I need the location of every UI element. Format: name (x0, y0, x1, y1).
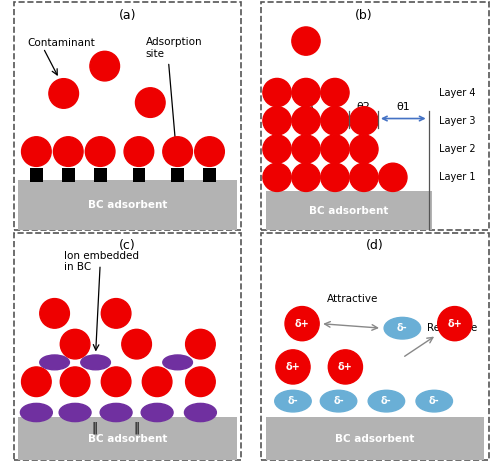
Circle shape (321, 79, 349, 106)
Circle shape (263, 135, 291, 163)
Ellipse shape (416, 390, 453, 412)
Circle shape (60, 329, 90, 359)
Text: δ-: δ- (429, 396, 440, 406)
Circle shape (292, 106, 320, 135)
Text: δ-: δ- (381, 396, 392, 406)
Circle shape (86, 137, 115, 166)
Ellipse shape (141, 404, 173, 422)
Bar (266, 192, 432, 230)
Circle shape (328, 350, 362, 384)
Text: BC adsorbent: BC adsorbent (88, 200, 167, 210)
Text: δ+: δ+ (294, 319, 310, 329)
Text: Layer 3: Layer 3 (439, 116, 476, 126)
Circle shape (292, 27, 320, 55)
Circle shape (22, 367, 51, 397)
Circle shape (49, 79, 78, 108)
Circle shape (263, 79, 291, 106)
Bar (266, 417, 484, 460)
Ellipse shape (81, 355, 110, 370)
Text: (a): (a) (119, 9, 136, 22)
Circle shape (292, 163, 320, 192)
Bar (18, 180, 237, 230)
Text: Layer 2: Layer 2 (439, 144, 476, 154)
Text: δ-: δ- (288, 396, 298, 406)
Circle shape (263, 163, 291, 192)
Circle shape (163, 137, 192, 166)
Ellipse shape (274, 390, 311, 412)
Circle shape (263, 106, 291, 135)
Circle shape (321, 163, 349, 192)
Circle shape (321, 135, 349, 163)
Ellipse shape (163, 355, 192, 370)
Text: Attractive: Attractive (326, 293, 378, 304)
Text: (b): (b) (355, 9, 372, 22)
Ellipse shape (59, 404, 91, 422)
Circle shape (276, 350, 310, 384)
Ellipse shape (184, 404, 216, 422)
Bar (62, 167, 74, 182)
Text: θ1: θ1 (396, 102, 410, 112)
Circle shape (22, 137, 51, 166)
Text: Adsorption
site: Adsorption site (146, 37, 203, 59)
Text: θ3: θ3 (300, 102, 314, 112)
Text: δ+: δ+ (286, 362, 300, 372)
Text: ‖: ‖ (134, 422, 140, 435)
Circle shape (90, 51, 120, 81)
Text: (d): (d) (366, 239, 384, 252)
Text: Layer 1: Layer 1 (439, 173, 476, 182)
Circle shape (285, 306, 319, 341)
Ellipse shape (368, 390, 405, 412)
Bar (94, 167, 106, 182)
Circle shape (438, 306, 472, 341)
Ellipse shape (384, 318, 420, 339)
Text: δ+: δ+ (338, 362, 353, 372)
Circle shape (124, 137, 154, 166)
Ellipse shape (40, 355, 70, 370)
Circle shape (40, 299, 70, 328)
Circle shape (350, 135, 378, 163)
Bar (171, 167, 184, 182)
Circle shape (378, 163, 407, 192)
Circle shape (186, 329, 215, 359)
Text: δ+: δ+ (448, 319, 462, 329)
Text: Ion embedded
in BC: Ion embedded in BC (64, 251, 138, 272)
Circle shape (321, 106, 349, 135)
Circle shape (292, 135, 320, 163)
Text: BC adsorbent: BC adsorbent (88, 434, 167, 444)
Circle shape (54, 137, 83, 166)
Circle shape (350, 163, 378, 192)
Circle shape (292, 79, 320, 106)
Circle shape (186, 367, 215, 397)
Ellipse shape (320, 390, 357, 412)
Circle shape (122, 329, 152, 359)
Ellipse shape (100, 404, 132, 422)
Circle shape (60, 367, 90, 397)
Circle shape (102, 367, 131, 397)
Bar (203, 167, 216, 182)
Text: BC adsorbent: BC adsorbent (309, 206, 388, 216)
Bar (30, 167, 42, 182)
Text: Repulsive: Repulsive (428, 323, 478, 333)
Text: (c): (c) (119, 239, 136, 252)
Ellipse shape (20, 404, 52, 422)
Bar (18, 417, 237, 460)
Text: θ2: θ2 (356, 102, 370, 112)
Bar (132, 167, 145, 182)
Text: BC adsorbent: BC adsorbent (336, 434, 414, 444)
Circle shape (194, 137, 224, 166)
Text: Layer 4: Layer 4 (439, 87, 476, 98)
Text: δ-: δ- (333, 396, 344, 406)
Text: Contaminant: Contaminant (27, 38, 95, 48)
Circle shape (142, 367, 172, 397)
Text: ‖: ‖ (92, 422, 98, 435)
Circle shape (102, 299, 131, 328)
Text: δ-: δ- (397, 323, 407, 333)
Circle shape (350, 106, 378, 135)
Circle shape (136, 88, 165, 117)
